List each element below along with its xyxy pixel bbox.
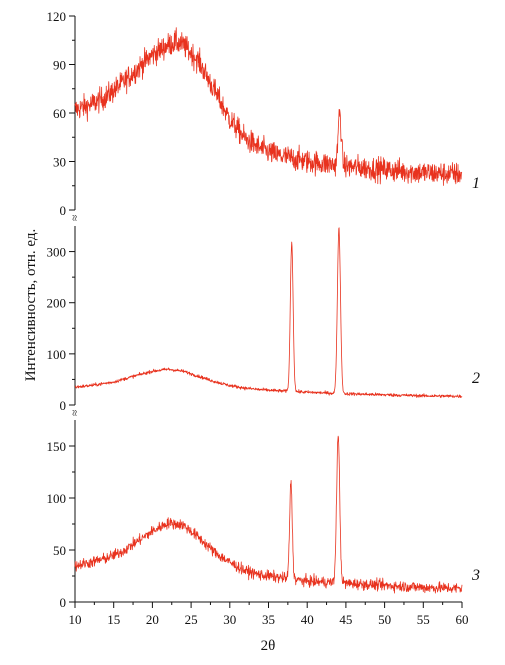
- x-axis-label: 2θ: [261, 638, 276, 654]
- x-tick-label: 30: [223, 612, 236, 627]
- y-tick-label: 50: [53, 543, 66, 558]
- x-tick-label: 50: [378, 612, 391, 627]
- x-tick-label: 10: [69, 612, 82, 627]
- series-line-3: [74, 435, 463, 594]
- series-line-1: [74, 27, 463, 186]
- x-tick-label: 25: [185, 612, 198, 627]
- y-tick-label: 30: [53, 155, 66, 170]
- y-tick-label: 100: [47, 491, 67, 506]
- y-tick-label: 60: [53, 106, 66, 121]
- y-tick-label: 100: [47, 347, 67, 362]
- x-tick-label: 55: [417, 612, 430, 627]
- x-tick-label: 20: [146, 612, 159, 627]
- series-label-1: 1: [472, 175, 480, 192]
- x-tick-label: 40: [301, 612, 314, 627]
- x-tick-label: 35: [262, 612, 275, 627]
- y-tick-label: 0: [60, 203, 67, 218]
- axis-break-icon: ≈: [68, 410, 80, 416]
- y-tick-label: 0: [60, 398, 67, 413]
- y-tick-label: 90: [53, 58, 66, 73]
- series-layer: [74, 27, 463, 594]
- series-label-3: 3: [471, 567, 480, 584]
- axes-layer: [69, 15, 463, 608]
- y-tick-label: 200: [47, 296, 67, 311]
- x-tick-label: 15: [107, 612, 120, 627]
- y-axis-label: Интенсивность, отн. ед.: [23, 229, 39, 382]
- series-label-2: 2: [472, 370, 480, 387]
- y-tick-label: 150: [47, 439, 67, 454]
- y-tick-label: 120: [47, 9, 67, 24]
- y-tick-label: 300: [47, 245, 67, 260]
- axis-break-icon: ≈: [68, 215, 80, 221]
- x-tick-label: 45: [339, 612, 352, 627]
- y-tick-label: 0: [60, 595, 67, 610]
- x-tick-label: 60: [456, 612, 469, 627]
- series-line-2: [74, 227, 463, 399]
